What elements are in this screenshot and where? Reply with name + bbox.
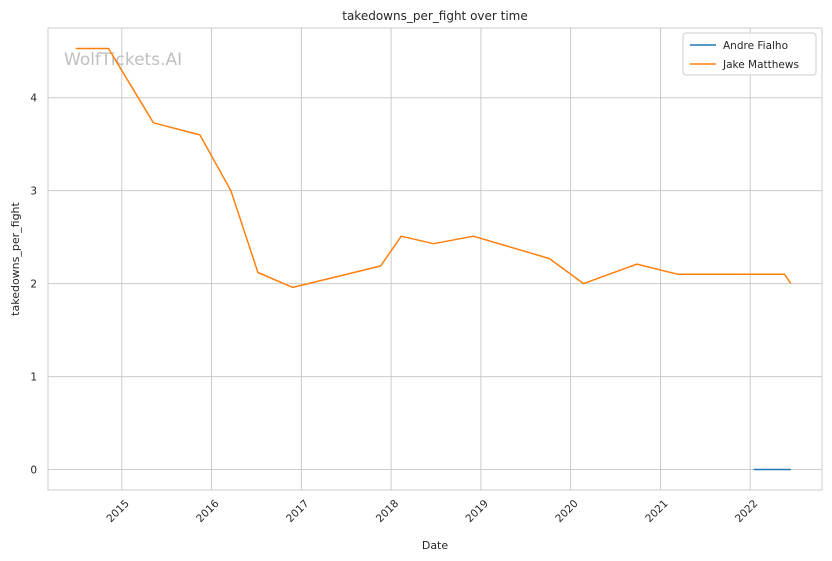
x-tick-label: 2022 (733, 498, 760, 525)
legend-box (682, 32, 817, 76)
legend-label: Jake Matthews (722, 59, 799, 71)
y-tick-label: 0 (30, 465, 37, 477)
series-line-1 (75, 47, 792, 289)
y-axis-ticks: 0 1 2 3 4 (30, 93, 37, 477)
x-axis-ticks: 2015 2016 2017 2018 2019 2020 2021 2022 (104, 497, 760, 525)
plot-frame (47, 27, 823, 491)
grid (48, 28, 822, 490)
legend-label: Andre Fialho (723, 40, 788, 52)
watermark-text: WolfTickets.AI (64, 50, 182, 70)
y-tick-label: 1 (30, 372, 37, 384)
y-axis-label: takedowns_per_fight (9, 201, 22, 315)
x-tick-label: 2016 (194, 497, 222, 525)
legend: Andre Fialho Jake Matthews (682, 32, 817, 76)
x-tick-label: 2019 (464, 498, 491, 525)
x-tick-label: 2017 (284, 498, 311, 525)
y-tick-label: 4 (30, 93, 37, 105)
y-tick-label: 3 (30, 186, 37, 198)
x-tick-label: 2021 (643, 498, 670, 525)
x-axis-label: Date (422, 539, 449, 552)
x-tick-label: 2015 (104, 498, 131, 525)
x-tick-label: 2018 (374, 498, 401, 525)
x-tick-label: 2020 (553, 498, 580, 525)
y-tick-label: 2 (30, 279, 37, 291)
chart-title: takedowns_per_fight over time (342, 9, 528, 23)
series-lines (75, 47, 792, 471)
